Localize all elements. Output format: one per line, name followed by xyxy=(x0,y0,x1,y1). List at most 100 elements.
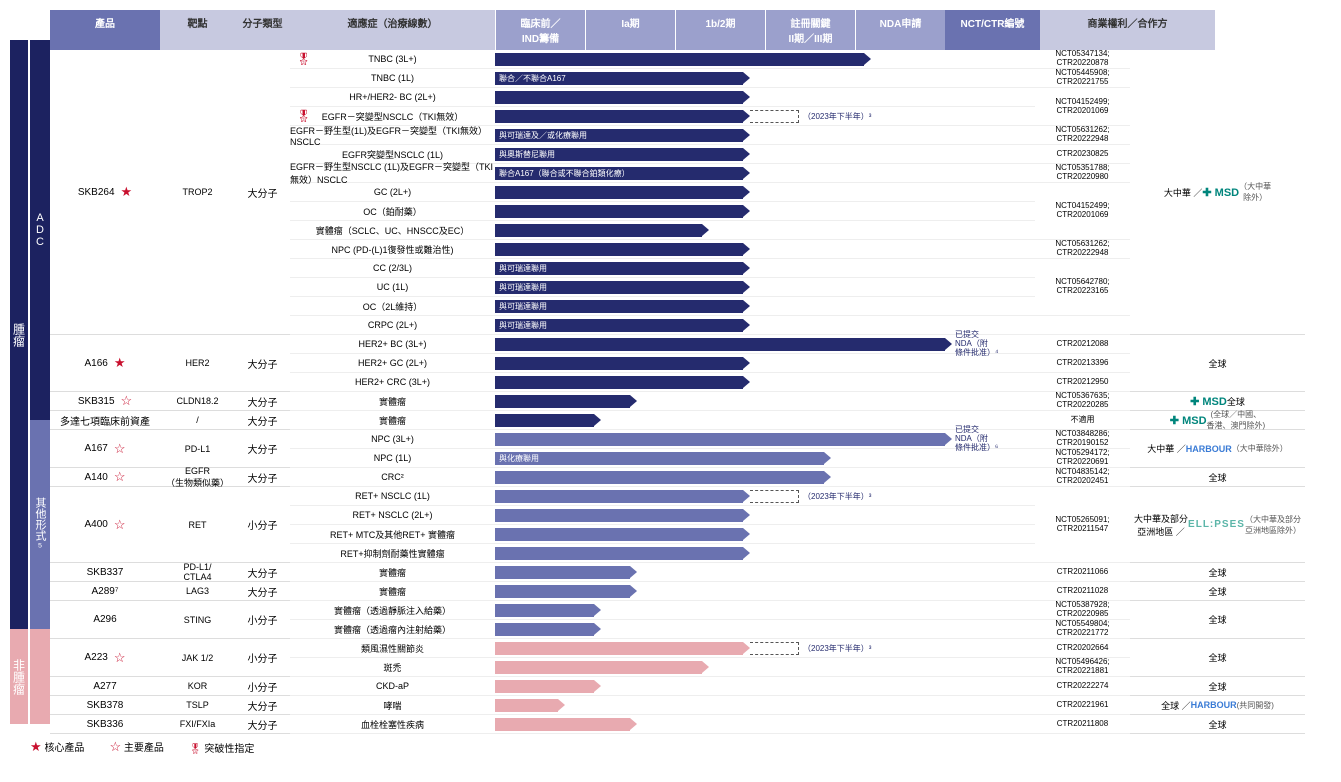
cell-rights: 全球 xyxy=(1130,639,1305,677)
nct-cell: NCT05367635;CTR20220285 xyxy=(1035,392,1130,411)
nct-cell: NCT04835142;CTR20202451 xyxy=(1035,468,1130,487)
cell-nct: CTR20211808 xyxy=(1035,715,1130,734)
nct-cell: CTR20213396 xyxy=(1035,354,1130,373)
progress-bar xyxy=(495,433,945,446)
progress-bar xyxy=(495,357,743,370)
progress-bar xyxy=(495,585,630,598)
indication-row: NPC (1L) xyxy=(290,449,495,468)
legend-core: ★ 核心產品 xyxy=(30,739,84,755)
cell-nct: 不適用 xyxy=(1035,411,1130,430)
cell-product: SKB336 xyxy=(50,715,160,734)
cell-product: 多達七項臨床前資產 xyxy=(50,411,160,430)
indication-row: 實體瘤 xyxy=(290,582,495,601)
progress-bar xyxy=(495,186,743,199)
indication-row: 實體瘤（透過瘤內注射給藥） xyxy=(290,620,495,639)
bar-label: 與可瑞達聯用 xyxy=(499,281,547,294)
progress-bar xyxy=(495,243,743,256)
cell-mol: 大分子 xyxy=(235,582,290,601)
indication-row: HER2+ CRC (3L+) xyxy=(290,373,495,392)
cell-product: A289⁷ xyxy=(50,582,160,601)
indication-row: CRC² xyxy=(290,468,495,487)
bar-row xyxy=(495,411,1035,430)
hdr-phase-4: NDA申請 xyxy=(855,10,945,50)
bar-row: （2023年下半年）³ xyxy=(495,107,1035,126)
hdr-phase-0: 臨床前／IND籌備 xyxy=(495,10,585,50)
cell-product: A223☆ xyxy=(50,639,160,677)
bar-row xyxy=(495,563,1035,582)
cell-product: A400☆ xyxy=(50,487,160,563)
nct-cell: CTR20221961 xyxy=(1035,696,1130,715)
cell-nct: CTR20211028 xyxy=(1035,582,1130,601)
indication-row: EGFR－野生型NSCLC (1L)及EGFR－突變型（TKI無效）NSCLC xyxy=(290,164,495,183)
cell-target: TROP2 xyxy=(160,50,235,335)
cell-mol: 大分子 xyxy=(235,392,290,411)
progress-bar xyxy=(495,452,824,465)
cell-indications: 實體瘤 xyxy=(290,392,495,411)
bar-row xyxy=(495,715,1035,734)
indication-row: HR+/HER2- BC (2L+) xyxy=(290,88,495,107)
product-row: SKB264★ TROP2 大分子 🎖TNBC (3L+)TNBC (1L)HR… xyxy=(50,50,1331,335)
cell-mol: 大分子 xyxy=(235,715,290,734)
outer-vertical-labels: 腫瘤非腫瘤 xyxy=(10,10,30,734)
nct-cell: NCT05351788;CTR20220980 xyxy=(1035,164,1130,183)
cell-mol: 大分子 xyxy=(235,563,290,582)
nct-cell xyxy=(1035,316,1130,335)
cell-mol: 小分子 xyxy=(235,677,290,696)
cell-bars xyxy=(495,392,1035,411)
product-row: A140☆ EGFR（生物類似藥） 大分子 CRC² NCT04835142;C… xyxy=(50,468,1331,487)
bar-row xyxy=(495,544,1035,563)
indication-row: HER2+ GC (2L+) xyxy=(290,354,495,373)
product-row: A277 KOR 小分子 CKD-aP CTR20222274 全球 xyxy=(50,677,1331,696)
bar-row: 已提交NDA（附條件批准）⁴ xyxy=(495,335,1035,354)
bar-row xyxy=(495,50,1035,69)
cell-mol: 大分子 xyxy=(235,335,290,392)
progress-bar xyxy=(495,338,945,351)
indication-row: RET+ NSCLC (2L+) xyxy=(290,506,495,525)
cell-indications: RET+ NSCLC (1L)RET+ NSCLC (2L+)RET+ MTC及… xyxy=(290,487,495,563)
cell-target: RET xyxy=(160,487,235,563)
nct-cell: NCT05631262;CTR20222948 xyxy=(1035,240,1130,259)
nct-cell: NCT05387928;CTR20220985 xyxy=(1035,601,1130,620)
cell-rights: 全球 xyxy=(1130,582,1305,601)
cell-rights: 全球 xyxy=(1130,335,1305,392)
cell-mol: 大分子 xyxy=(235,468,290,487)
cell-indications: 實體瘤 xyxy=(290,411,495,430)
cell-nct: NCT05347134;CTR20220878NCT05445908;CTR20… xyxy=(1035,50,1130,335)
bar-row xyxy=(495,354,1035,373)
nct-cell: NCT05347134;CTR20220878 xyxy=(1035,50,1130,69)
cell-indications: 哮喘 xyxy=(290,696,495,715)
hdr-indication: 適應症（治療線數） xyxy=(290,10,495,50)
cell-indications: 實體瘤（透過靜脈注入給藥）實體瘤（透過瘤內注射給藥） xyxy=(290,601,495,639)
bar-row: 與可瑞達及／或化療聯用 xyxy=(495,126,1035,145)
cell-mol: 小分子 xyxy=(235,487,290,563)
bar-row: 與可瑞達聯用 xyxy=(495,297,1035,316)
cell-rights: 全球 xyxy=(1130,563,1305,582)
hdr-nct: NCT/CTR編號 xyxy=(945,10,1040,50)
cell-indications: CKD-aP xyxy=(290,677,495,696)
product-row: SKB315☆ CLDN18.2 大分子 實體瘤 NCT05367635;CTR… xyxy=(50,392,1331,411)
cell-target: KOR xyxy=(160,677,235,696)
cell-target: FXI/FXIa xyxy=(160,715,235,734)
nct-cell: CTR20212950 xyxy=(1035,373,1130,392)
cell-indications: 類風濕性關節炎斑禿 xyxy=(290,639,495,677)
cell-nct: CTR20202664NCT05496426;CTR20221881 xyxy=(1035,639,1130,677)
cell-bars xyxy=(495,696,1035,715)
progress-bar xyxy=(495,414,594,427)
product-row: 多達七項臨床前資產 / 大分子 實體瘤 不適用 ✚ MSD (全球／中國、香港、… xyxy=(50,411,1331,430)
cell-indications: CRC² xyxy=(290,468,495,487)
product-row: SKB337 PD-L1/CTLA4 大分子 實體瘤 CTR20211066 全… xyxy=(50,563,1331,582)
header-row: 產品 靶點 分子類型 適應症（治療線數） 臨床前／IND籌備 Ia期 1b/2期… xyxy=(50,10,1331,50)
progress-bar xyxy=(495,661,702,674)
nct-cell: NCT05642780;CTR20223165 xyxy=(1035,259,1130,316)
bar-row: 與奧斯替尼聯用 xyxy=(495,145,1035,164)
hdr-phase-1: Ia期 xyxy=(585,10,675,50)
cell-target: STING xyxy=(160,601,235,639)
cell-rights: 全球 ／ HARBOUR(共同開發) xyxy=(1130,696,1305,715)
cell-nct: CTR20211066 xyxy=(1035,563,1130,582)
cell-nct: NCT05387928;CTR20220985NCT05549804;CTR20… xyxy=(1035,601,1130,639)
bar-row: 聯合A167（聯合或不聯合鉑類化療） xyxy=(495,164,1035,183)
cell-target: EGFR（生物類似藥） xyxy=(160,468,235,487)
indication-row: EGFR－野生型(1L)及EGFR－突變型（TKI無效）NSCLC xyxy=(290,126,495,145)
inner-vertical-labels: ADC其他形式⁵ xyxy=(30,10,50,734)
progress-bar xyxy=(495,110,743,123)
